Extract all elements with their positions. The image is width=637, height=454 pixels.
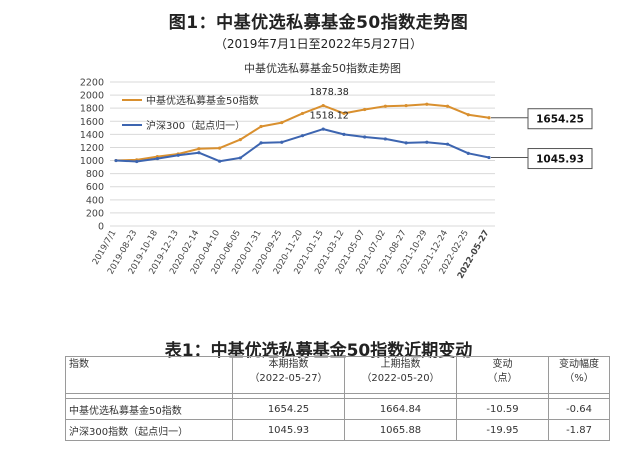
header-change: 变动 （点）	[456, 356, 549, 394]
row-index-name: 沪深300指数（起点归一）	[65, 419, 233, 441]
index-change-table: 指数 本期指数 （2022-05-27） 上期指数 （2022-05-20） 变…	[65, 356, 610, 441]
data-point	[404, 141, 408, 145]
row-previous-value: 1065.88	[344, 419, 457, 441]
table-header-row: 指数 本期指数 （2022-05-27） 上期指数 （2022-05-20） 变…	[65, 356, 610, 394]
y-tick-label: 2200	[80, 78, 104, 89]
end-value-label: 1654.25	[536, 114, 584, 126]
y-tick-label: 1600	[80, 117, 104, 128]
y-tick-label: 800	[86, 169, 104, 180]
data-point	[238, 156, 242, 160]
header-change-pct: 变动幅度 （%）	[548, 356, 610, 394]
peak-label: 1878.38	[310, 87, 349, 98]
data-point	[321, 103, 325, 108]
data-point	[321, 127, 325, 131]
data-point	[466, 151, 470, 155]
data-point	[218, 159, 222, 163]
line-chart: 中基优选私募基金50指数走势图 0 200 400 600 800 1000 1200 1400…	[80, 61, 593, 281]
peak-label: 1518.12	[310, 111, 349, 122]
callout-box	[527, 108, 593, 130]
data-point	[114, 158, 118, 163]
data-point	[238, 138, 242, 142]
row-index-name: 中基优选私募基金50指数	[65, 398, 233, 420]
y-tick-label: 400	[86, 195, 104, 206]
legend-label: 沪深300（起点归一）	[146, 119, 245, 132]
data-point	[466, 113, 470, 117]
row-change-points: -19.95	[456, 419, 549, 441]
data-point	[487, 155, 491, 160]
data-point	[280, 120, 284, 125]
header-change-pct-label: 变动幅度	[559, 359, 599, 370]
data-point	[176, 153, 180, 157]
data-point	[445, 104, 450, 108]
callout-box	[527, 148, 593, 170]
row-change-pct: -0.64	[548, 398, 610, 420]
row-current-value: 1654.25	[232, 398, 345, 420]
data-point	[425, 140, 429, 144]
data-point	[383, 137, 387, 141]
data-point	[342, 132, 346, 136]
table-row: 沪深300指数（起点归一） 1045.93 1065.88 -19.95 -1.…	[65, 419, 610, 441]
data-point	[404, 103, 408, 108]
data-point	[280, 140, 284, 144]
header-previous: 上期指数 （2022-05-20）	[344, 356, 457, 394]
data-point	[300, 134, 305, 138]
header-change-pct-unit: （%）	[564, 373, 594, 384]
row-change-points: -10.59	[456, 398, 549, 420]
end-value-label: 1045.93	[536, 154, 584, 166]
data-point	[383, 104, 387, 108]
header-previous-label: 上期指数	[380, 359, 421, 370]
data-point	[259, 124, 263, 129]
figure-subtitle: （2019年7月1日至2022年5月27日）	[214, 37, 423, 51]
data-point	[342, 111, 346, 116]
header-change-unit: （点）	[487, 373, 518, 384]
y-tick-label: 1800	[80, 104, 104, 115]
data-point	[197, 147, 201, 151]
y-tick-label: 200	[86, 208, 104, 219]
data-point	[155, 156, 160, 161]
row-change-pct: -1.87	[548, 419, 610, 441]
data-point	[445, 142, 450, 146]
row-previous-value: 1664.84	[344, 398, 457, 420]
header-index-label: 指数	[69, 359, 89, 370]
data-point	[425, 102, 429, 106]
legend-label: 中基优选私募基金50指数	[146, 94, 259, 107]
y-tick-label: 0	[98, 222, 104, 233]
data-point	[300, 111, 305, 116]
header-current-label: 本期指数	[268, 359, 309, 370]
data-point	[363, 135, 367, 139]
data-point	[363, 107, 367, 112]
data-point	[218, 146, 222, 150]
header-index: 指数	[65, 356, 233, 394]
header-current: 本期指数 （2022-05-27）	[232, 356, 345, 394]
y-tick-label: 1200	[80, 143, 104, 154]
chart-title: 中基优选私募基金50指数走势图	[244, 61, 401, 75]
header-previous-date: （2022-05-20）	[361, 373, 440, 384]
data-point	[259, 141, 263, 145]
y-tick-label: 1400	[80, 130, 104, 141]
table-row: 中基优选私募基金50指数 1654.25 1664.84 -10.59 -0.6…	[65, 398, 610, 420]
header-change-label: 变动	[492, 359, 513, 370]
data-point	[487, 116, 491, 120]
row-current-value: 1045.93	[232, 419, 345, 441]
y-tick-label: 1000	[80, 156, 104, 167]
y-tick-label: 2000	[80, 91, 104, 102]
data-point	[197, 151, 201, 155]
data-point	[135, 159, 139, 164]
header-current-date: （2022-05-27）	[249, 373, 328, 384]
figure-title: 图1：中基优选私募基金50指数走势图	[168, 13, 469, 33]
y-tick-label: 600	[86, 182, 104, 193]
